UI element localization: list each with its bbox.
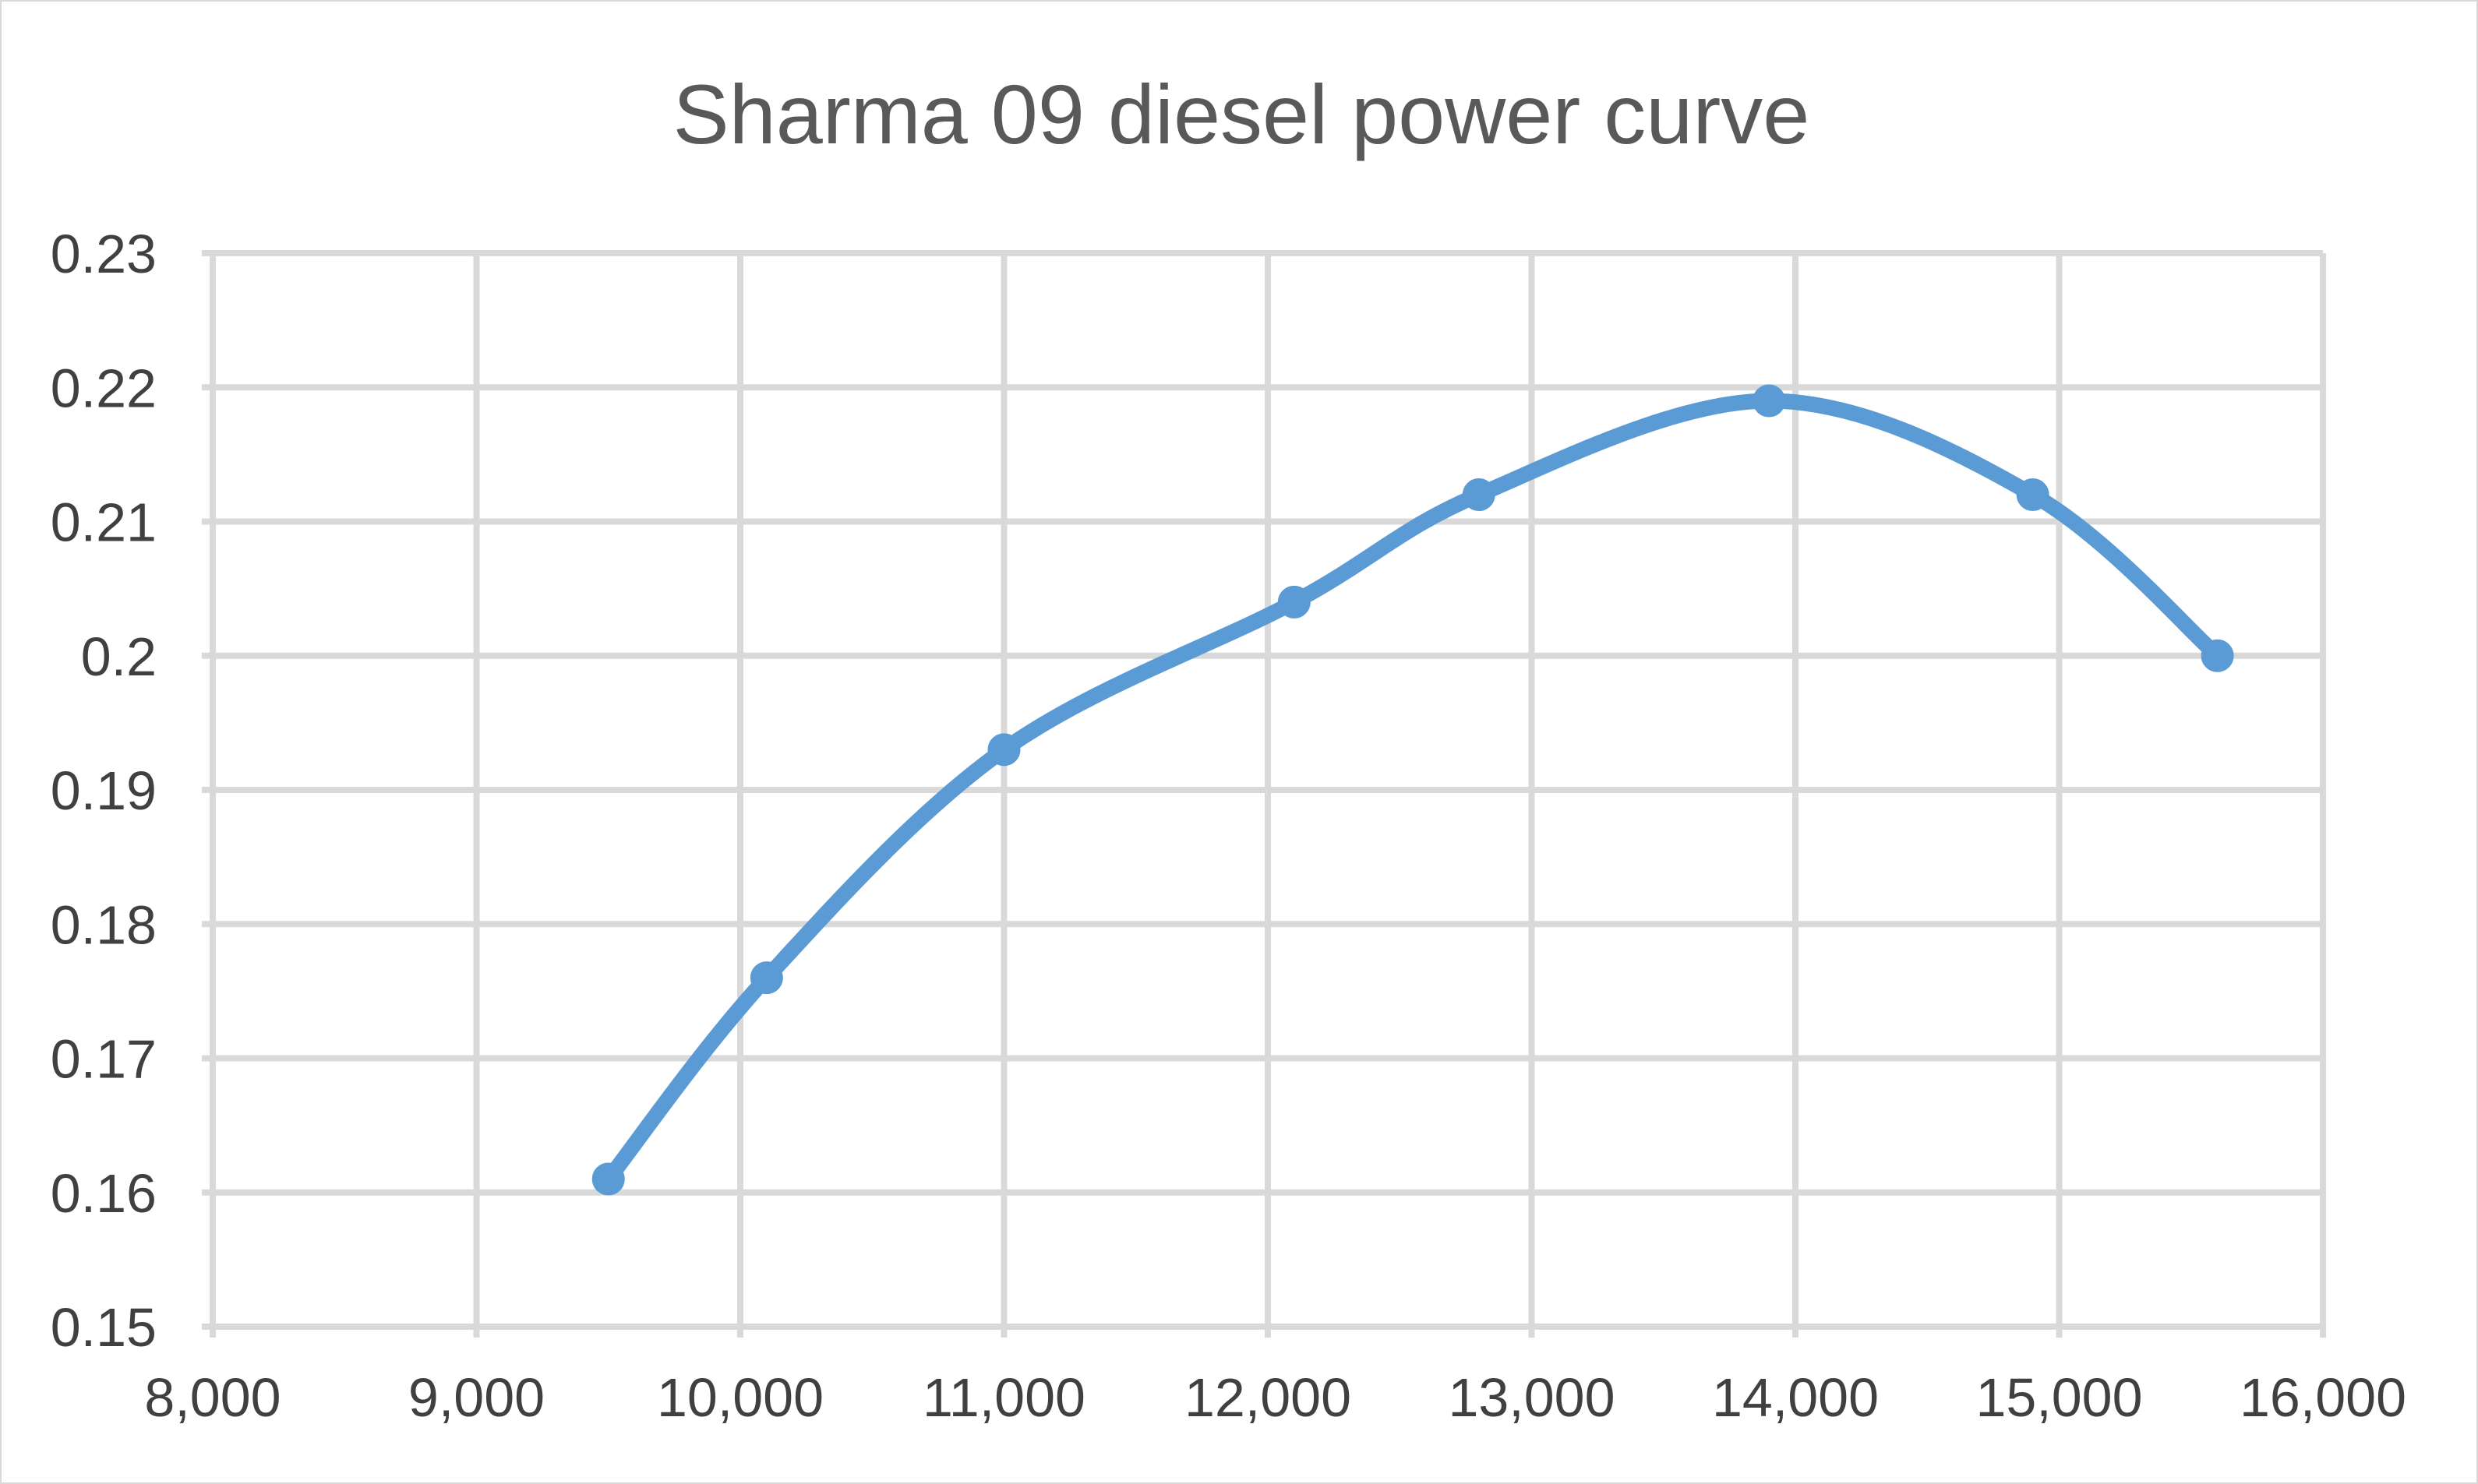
y-tick-label: 0.21 <box>51 492 157 553</box>
data-series <box>591 384 2234 1196</box>
x-tick-label: 11,000 <box>923 1367 1085 1428</box>
data-point <box>2016 478 2049 512</box>
data-point <box>2201 639 2234 672</box>
chart-title: Sharma 09 diesel power curve <box>673 67 1810 161</box>
x-tick-label: 16,000 <box>2240 1367 2406 1428</box>
data-point <box>987 733 1021 767</box>
data-point <box>1462 478 1495 512</box>
x-tick-label: 8,000 <box>144 1367 281 1428</box>
y-tick-label: 0.18 <box>51 894 157 955</box>
y-tick-label: 0.16 <box>51 1163 157 1224</box>
axis-tick-labels: 8,000 9,000 10,000 11,000 12,000 13,000 14,000… <box>51 224 2406 1428</box>
data-point <box>1277 585 1311 619</box>
y-tick-label: 0.19 <box>51 760 157 821</box>
data-point <box>750 961 783 995</box>
y-tick-label: 0.2 <box>81 626 157 687</box>
y-tick-label: 0.15 <box>51 1297 157 1358</box>
data-point <box>1753 384 1786 418</box>
x-tick-label: 13,000 <box>1448 1367 1615 1428</box>
gridlines <box>202 250 2326 1338</box>
x-tick-label: 10,000 <box>657 1367 824 1428</box>
x-tick-label: 14,000 <box>1712 1367 1879 1428</box>
x-tick-label: 9,000 <box>408 1367 545 1428</box>
x-tick-label: 12,000 <box>1184 1367 1351 1428</box>
y-tick-label: 0.17 <box>51 1029 157 1090</box>
series-line-0 <box>600 393 2226 1187</box>
data-point <box>591 1162 625 1196</box>
y-tick-label: 0.23 <box>51 224 157 284</box>
x-tick-label: 15,000 <box>1975 1367 2142 1428</box>
y-tick-label: 0.22 <box>51 358 157 418</box>
